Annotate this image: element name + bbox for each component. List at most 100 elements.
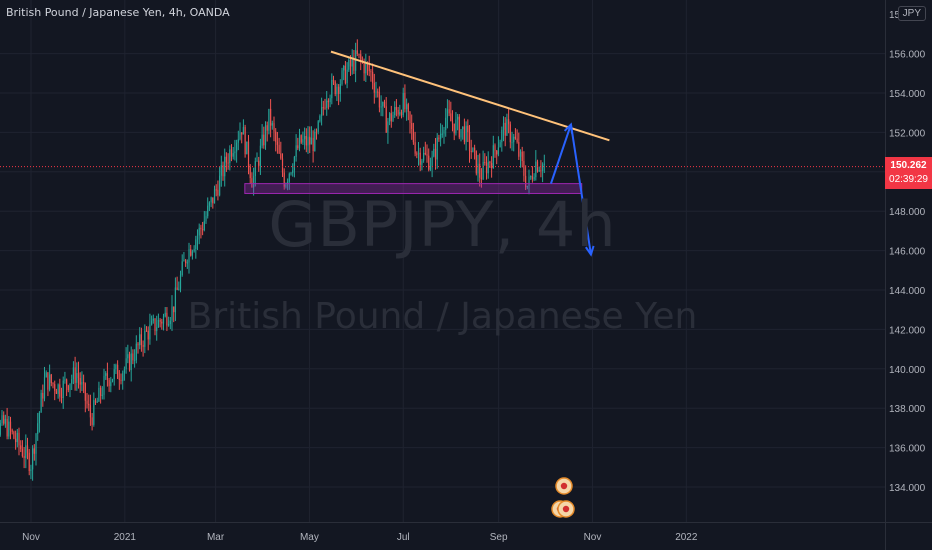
candle-body-up [237, 139, 239, 143]
candle-body-down [33, 448, 35, 454]
candle-body-down [273, 123, 275, 132]
candle-body-up [253, 176, 255, 188]
candle-body-up [35, 433, 37, 454]
candle-body-down [468, 132, 471, 152]
candle-body-up [30, 469, 32, 471]
y-tick-label: 140.000 [889, 365, 926, 376]
candle-body-down [453, 123, 455, 134]
candle-body-up [310, 137, 313, 145]
candle-body-down [494, 145, 496, 151]
candle-body-up [188, 249, 190, 263]
candle-body-down [509, 124, 511, 143]
event-marker-icon[interactable] [555, 477, 573, 495]
watermark-symbol: GBPJPY, 4h [268, 188, 617, 261]
x-tick-label: Sep [490, 532, 508, 543]
candle-body-up [336, 86, 338, 95]
event-markers[interactable] [551, 477, 575, 518]
candle-body-down [373, 83, 375, 93]
candle-body-up [174, 287, 177, 313]
candle-body-down [407, 104, 409, 112]
candle-body-up [110, 381, 112, 387]
candle-body-down [21, 448, 24, 457]
last-price-value: 150.262 [890, 160, 927, 171]
candle-body-up [307, 136, 309, 146]
candle-body-up [156, 327, 158, 332]
candle-body-up [380, 106, 382, 108]
candle-body-up [168, 323, 170, 326]
candle-body-down [377, 91, 379, 93]
candle-body-up [149, 324, 151, 340]
candle-body-up [441, 133, 443, 135]
candle-body-up [4, 418, 7, 424]
candle-body-down [467, 125, 469, 133]
candle-body-up [538, 170, 540, 172]
chart-drawings [0, 50, 885, 257]
candle-body-down [516, 138, 518, 143]
event-marker-dot [562, 505, 570, 513]
candle-body-up [144, 330, 146, 347]
candle-body-up [259, 145, 262, 166]
candle-body-up [236, 142, 238, 152]
candle-body-up [122, 373, 124, 382]
candle-body-up [127, 354, 129, 359]
candle-body-up [436, 137, 438, 160]
candle-body-up [219, 175, 221, 196]
candle-body-up [49, 374, 51, 390]
candle-body-down [358, 53, 360, 55]
candle-body-down [419, 152, 421, 165]
candle-body-up [302, 139, 304, 143]
candle-body-down [450, 113, 452, 122]
candle-body-down [475, 150, 477, 174]
candle-body-up [183, 260, 185, 262]
candle-body-up [69, 383, 71, 391]
candle-body-down [11, 430, 13, 432]
x-tick-label: May [300, 532, 319, 543]
candle-body-up [268, 108, 270, 131]
x-tick-label: Nov [22, 532, 40, 543]
candle-body-up [43, 377, 46, 399]
candle-body-down [117, 364, 119, 379]
candle-body-up [421, 160, 423, 165]
candle-body-up [329, 98, 331, 103]
candle-body-up [178, 288, 180, 290]
symbol-title[interactable]: British Pound / Japanese Yen, 4h, OANDA [6, 6, 230, 19]
candle-body-down [147, 330, 149, 340]
candle-body-up [186, 262, 188, 264]
candle-body-up [326, 100, 328, 108]
candle-body-down [190, 249, 192, 256]
candle-body-up [96, 401, 98, 403]
candle-body-up [502, 122, 505, 130]
candle-body-up [519, 151, 522, 157]
candle-body-down [353, 58, 355, 71]
candle-body-down [59, 384, 61, 397]
candle-body-down [491, 163, 493, 169]
candle-body-up [472, 147, 474, 153]
candle-body-down [428, 155, 430, 170]
candle-body-down [504, 122, 506, 136]
candle-body-down [118, 378, 120, 380]
candle-body-up [162, 316, 165, 324]
y-tick-label: 142.000 [889, 325, 926, 336]
bar-countdown: 02:39:29 [889, 174, 928, 185]
candle-body-up [445, 117, 447, 130]
candle-body-down [496, 150, 498, 155]
projection-arrow-down [569, 124, 592, 255]
candle-body-down [474, 147, 476, 151]
event-marker-icon[interactable] [557, 500, 575, 518]
candle-body-down [276, 141, 279, 145]
candle-body-down [338, 86, 340, 94]
candle-body-down [202, 229, 204, 231]
candle-body-up [375, 91, 377, 93]
currency-badge[interactable]: JPY [897, 6, 926, 21]
candle-body-down [230, 149, 233, 157]
candle-body-down [128, 354, 131, 371]
candle-body-down [83, 382, 85, 384]
projection-arrow-down-head [585, 245, 595, 257]
y-tick-label: 144.000 [889, 286, 926, 297]
candle-body-up [543, 163, 545, 165]
candle-body-down [145, 330, 148, 332]
candle-body-down [370, 71, 372, 73]
candle-body-down [363, 62, 365, 74]
candle-body-down [322, 107, 324, 109]
